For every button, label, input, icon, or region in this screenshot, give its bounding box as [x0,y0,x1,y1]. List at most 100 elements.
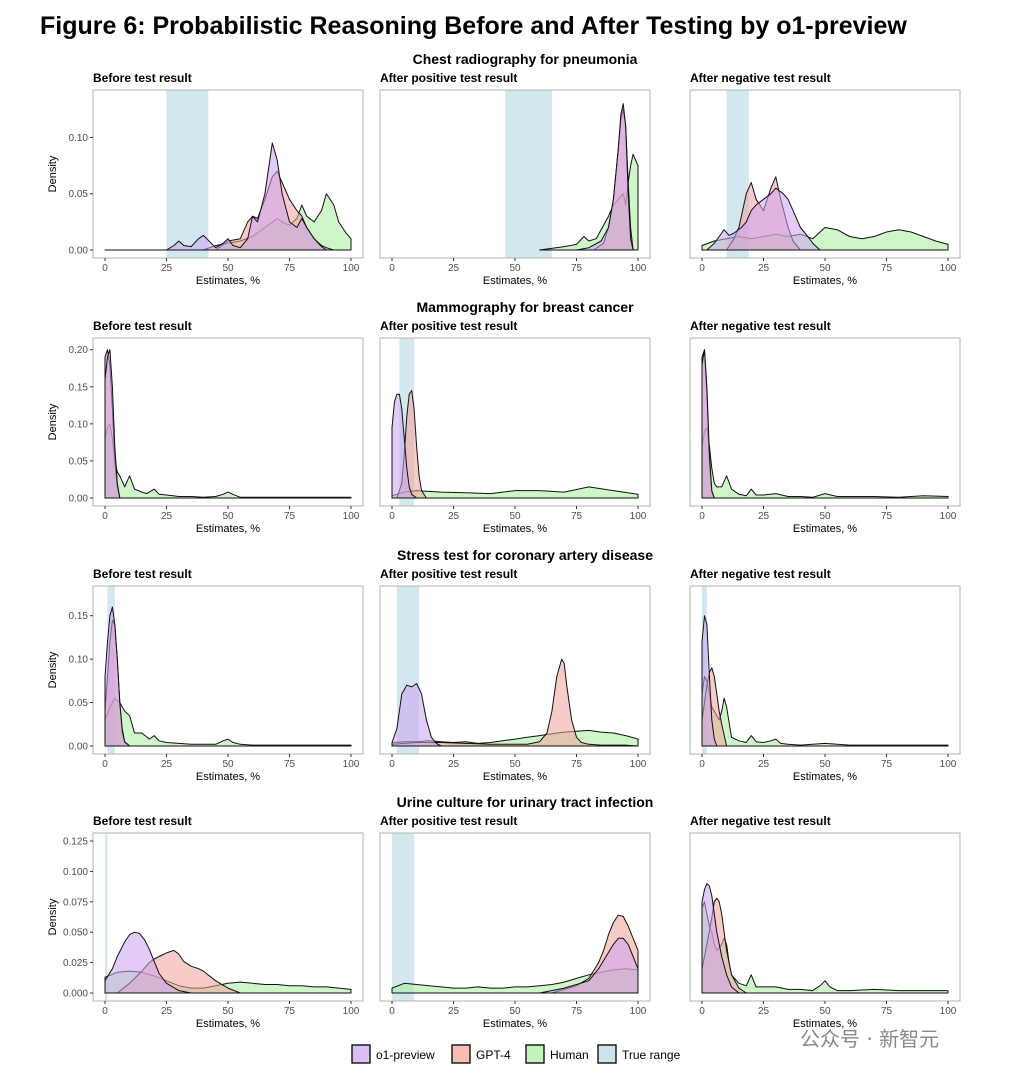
x-tick-label: 0 [699,511,705,522]
panel: After positive test result 0 25 50 75 100 Esti… [379,319,651,535]
chart-row: Urine culture for urinary tract infectio… [47,794,961,1030]
x-tick-label: 100 [630,1006,647,1017]
plot-background [690,586,960,754]
x-tick-label: 50 [509,511,521,522]
x-tick-label: 75 [881,511,893,522]
x-tick-label: 75 [881,759,893,770]
x-tick-label: 75 [571,263,583,274]
x-axis-label: Estimates, % [793,771,857,783]
x-tick-label: 25 [758,511,770,522]
legend-key-o1-preview [351,1044,371,1064]
x-tick-label: 100 [630,511,647,522]
x-tick-label: 0 [699,759,705,770]
density-o1-preview [701,883,740,994]
x-tick-label: 0 [699,263,705,274]
panel: After positive test result 0 25 50 75 100 Esti… [379,814,651,1030]
x-tick-label: 0 [699,1006,705,1017]
x-tick-label: 50 [819,511,831,522]
density-human [701,427,949,499]
true-range-band [105,833,108,1001]
density-o1-preview [539,937,639,994]
plot-background [380,338,650,506]
plot-background [690,833,960,1001]
x-tick-label: 100 [630,759,647,770]
panel-title: After negative test result [690,814,831,828]
x-tick-label: 0 [389,263,395,274]
chart-row: Stress test for coronary artery disease D… [47,547,961,783]
true-range-band [166,90,209,258]
x-axis-label: Estimates, % [793,275,857,287]
legend: o1-preview GPT-4 Human True range [351,1044,681,1064]
true-range-band [392,833,415,1001]
x-tick-label: 25 [448,263,460,274]
plot-background [690,338,960,506]
x-axis-label: Estimates, % [483,1018,547,1030]
y-axis-label: Density [47,898,59,935]
x-axis-label: Estimates, % [483,275,547,287]
x-tick-label: 75 [284,511,296,522]
y-tick-label: 0.05 [69,189,89,200]
x-axis-label: Estimates, % [483,523,547,535]
x-tick-label: 50 [222,511,234,522]
y-axis-label: Density [47,155,59,192]
density-o1-preview [576,103,634,251]
y-axis-label: Density [47,651,59,688]
x-tick-label: 25 [161,511,173,522]
panel-title: After positive test result [380,319,517,333]
y-tick-label: 0.125 [63,837,88,848]
panel-title: After positive test result [380,814,517,828]
y-tick-label: 0.15 [69,382,89,393]
x-tick-label: 0 [389,511,395,522]
x-tick-label: 25 [161,263,173,274]
y-tick-label: 0.10 [69,419,89,430]
panel-title: After negative test result [690,567,831,581]
y-tick-label: 0.05 [69,456,89,467]
x-tick-label: 100 [343,759,360,770]
density-o1-preview [701,615,718,747]
x-tick-label: 75 [284,1006,296,1017]
x-tick-label: 100 [343,263,360,274]
x-tick-label: 0 [389,759,395,770]
x-tick-label: 50 [509,263,521,274]
x-axis-label: Estimates, % [196,771,260,783]
x-tick-label: 100 [940,511,957,522]
x-tick-label: 0 [102,263,108,274]
x-tick-label: 100 [940,759,957,770]
density-human [104,697,352,747]
panel: After negative test result 0 25 50 75 100 Esti… [689,319,961,535]
x-tick-label: 50 [509,1006,521,1017]
legend-label: Human [550,1048,589,1062]
x-tick-label: 50 [509,759,521,770]
x-tick-label: 25 [448,759,460,770]
x-tick-label: 100 [343,1006,360,1017]
density-o1-preview [391,683,442,747]
legend-label: o1-preview [376,1048,435,1062]
watermark-text: 公众号 · 新智元 [800,1027,939,1051]
density-o1-preview [706,187,821,251]
x-axis-label: Estimates, % [793,1018,857,1030]
panel: After negative test result 0 25 50 75 100 Esti… [689,567,961,783]
panel-title: After negative test result [690,71,831,85]
density-gpt-4 [391,658,639,747]
x-tick-label: 75 [881,1006,893,1017]
x-axis-label: Estimates, % [196,275,260,287]
x-tick-label: 25 [448,511,460,522]
x-tick-label: 75 [284,759,296,770]
density-o1-preview [391,393,418,499]
x-tick-label: 100 [343,511,360,522]
legend-label: GPT-4 [476,1048,511,1062]
y-tick-label: 0.050 [63,928,88,939]
panel: Before test result 0 25 50 75 100 Estimates, %… [63,814,364,1030]
chart-rows: Chest radiography for pneumonia Density Be… [47,51,961,1030]
x-tick-label: 50 [819,1006,831,1017]
chart-row: Mammography for breast cancer Density Befo… [47,299,961,535]
density-o1-preview [104,931,192,994]
panel-title: After positive test result [380,71,517,85]
panel: Before test result 0 25 50 75 100 Estimates, %… [69,567,364,783]
legend-key-true-range [597,1044,617,1064]
legend-key-human [525,1044,545,1064]
y-tick-label: 0.000 [63,989,88,1000]
y-tick-label: 0.00 [69,246,89,257]
x-tick-label: 25 [758,759,770,770]
